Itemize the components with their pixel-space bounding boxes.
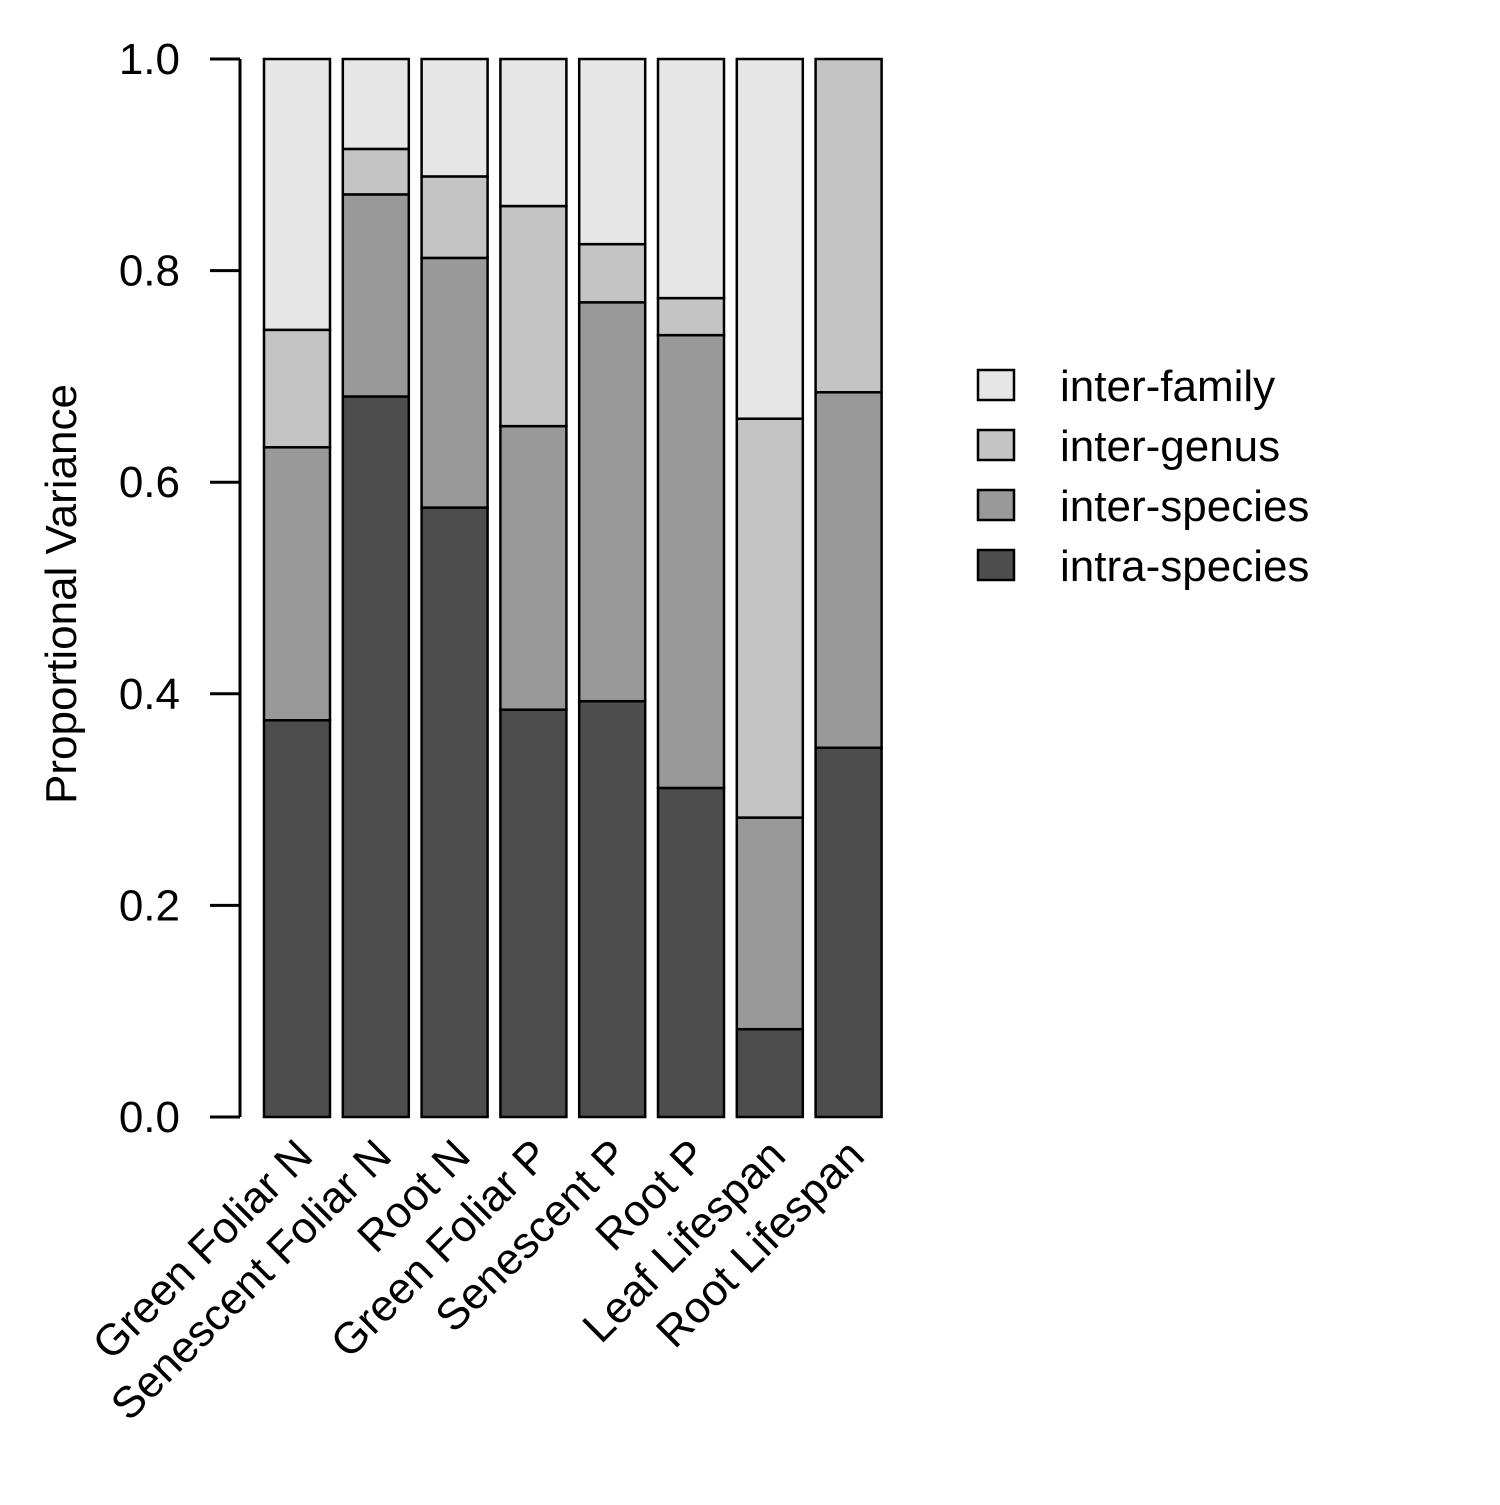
bar-segment (814, 57, 883, 394)
bar-segment (735, 417, 805, 819)
bar-segment (735, 1027, 805, 1119)
bar-segment (262, 328, 332, 449)
bar-segment (577, 57, 647, 246)
legend-swatch (976, 488, 1016, 522)
bar-segment (262, 719, 332, 1119)
bar-segment (656, 786, 726, 1119)
y-tick-label: 0.8 (119, 247, 180, 296)
bar-segment (262, 446, 332, 722)
bar-segment (420, 506, 489, 1119)
bar-segment (341, 395, 411, 1119)
legend-swatch (976, 428, 1016, 462)
bar-segment (577, 242, 647, 304)
bar-segment (814, 746, 883, 1119)
y-tick-label: 0.6 (119, 458, 180, 507)
bar-segment (341, 147, 411, 196)
bar-segment (420, 57, 489, 178)
bar-segment (341, 57, 411, 151)
legend-label: inter-species (1060, 482, 1309, 531)
bar-segment (499, 424, 568, 711)
y-axis-label: Proportional Variance (37, 384, 86, 804)
legend-label: intra-species (1060, 542, 1309, 591)
y-tick-label: 0.2 (119, 881, 180, 930)
bar-segment (814, 391, 883, 750)
legend: inter-family inter-genus inter-species intr… (976, 362, 1309, 591)
legend-swatch (976, 368, 1016, 402)
bar-segment (499, 57, 568, 208)
y-axis: 0.0 0.2 0.4 0.6 0.8 1.0 (119, 35, 242, 1142)
bar-segment (577, 301, 647, 703)
bar-segment (656, 333, 726, 790)
bar-segment (577, 699, 647, 1119)
y-tick-label: 1.0 (119, 35, 180, 84)
legend-swatch (976, 548, 1016, 582)
bar-segment (735, 57, 805, 420)
bars (262, 57, 883, 1119)
bar-segment (656, 296, 726, 337)
bar-segment (420, 175, 489, 260)
bar-segment (656, 57, 726, 300)
bar-segment (499, 708, 568, 1119)
bar-segment (499, 204, 568, 428)
legend-label: inter-family (1060, 362, 1275, 411)
y-tick-label: 0.0 (119, 1093, 180, 1142)
legend-label: inter-genus (1060, 422, 1280, 471)
bar-segment (341, 193, 411, 398)
y-tick-label: 0.4 (119, 670, 180, 719)
bar-segment (735, 816, 805, 1031)
bar-segment (420, 256, 489, 509)
bar-segment (262, 57, 332, 332)
